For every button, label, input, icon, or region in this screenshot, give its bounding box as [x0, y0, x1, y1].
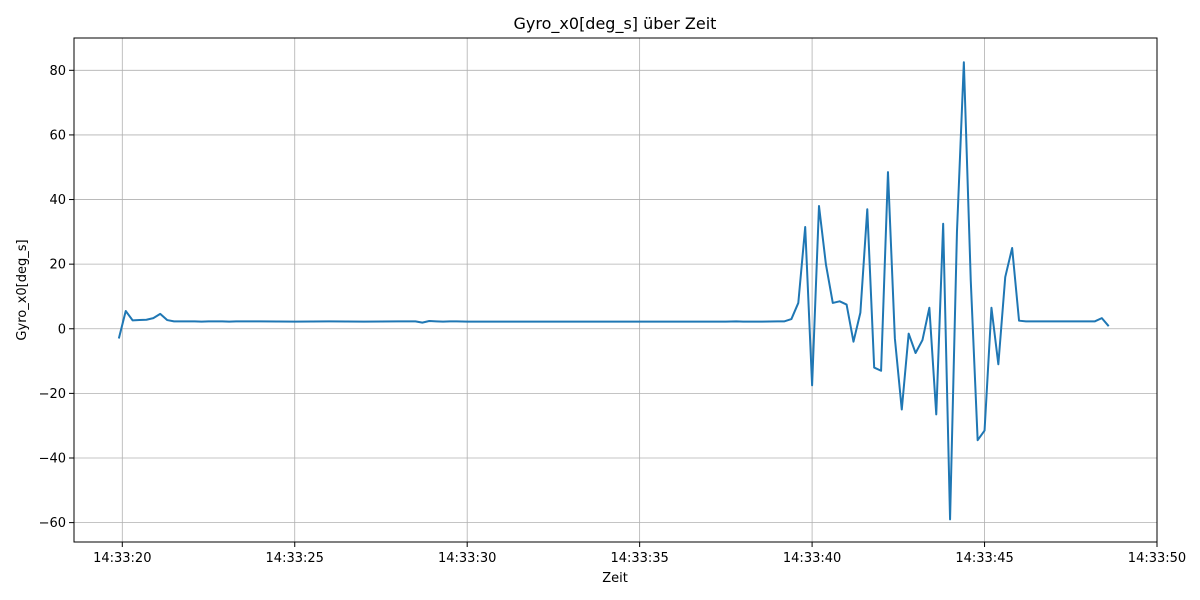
y-axis-label: Gyro_x0[deg_s] [15, 239, 30, 340]
y-tick-label: −60 [39, 516, 66, 531]
x-tick-label: 14:33:20 [93, 551, 151, 566]
y-tick-label: −20 [39, 387, 66, 402]
y-tick-label: 40 [49, 193, 66, 208]
x-tick-label: 14:33:35 [610, 551, 668, 566]
y-tick-label: 20 [49, 258, 66, 273]
x-tick-label: 14:33:25 [266, 551, 324, 566]
y-tick-label: −40 [39, 452, 66, 467]
plot-area [117, 61, 1110, 521]
x-tick-label: 14:33:50 [1128, 551, 1186, 566]
y-axis-ticks: −60 −40 −20 0 20 40 60 80 [39, 64, 74, 531]
chart-title: Gyro_x0[deg_s] über Zeit [514, 14, 717, 34]
y-tick-label: 60 [49, 128, 66, 143]
x-axis-ticks: 14:33:20 14:33:25 14:33:30 14:33:35 14:33:40… [93, 542, 1186, 566]
plot-frame [73, 37, 1158, 543]
y-tick-label: 80 [49, 64, 66, 79]
y-tick-label: 0 [58, 322, 66, 337]
x-tick-label: 14:33:40 [783, 551, 841, 566]
x-axis-label: Zeit [602, 571, 628, 586]
x-tick-label: 14:33:30 [438, 551, 496, 566]
x-tick-label: 14:33:45 [955, 551, 1013, 566]
series-line [117, 61, 1110, 521]
